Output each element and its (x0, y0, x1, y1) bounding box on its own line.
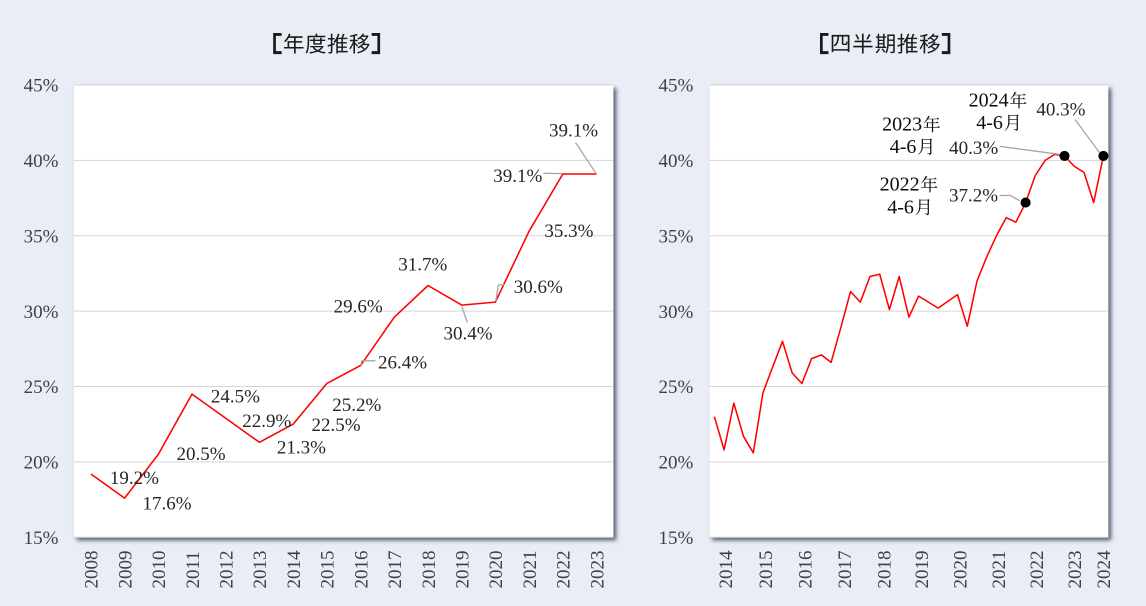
svg-text:2012: 2012 (217, 551, 238, 589)
svg-text:31.7%: 31.7% (398, 254, 447, 275)
svg-text:22.9%: 22.9% (242, 411, 291, 432)
svg-text:35%: 35% (658, 226, 693, 247)
svg-text:30%: 30% (24, 302, 59, 323)
svg-text:40%: 40% (658, 151, 693, 172)
svg-text:25%: 25% (658, 377, 693, 398)
svg-text:30.6%: 30.6% (514, 277, 563, 298)
svg-text:2021: 2021 (520, 551, 541, 589)
svg-text:35%: 35% (24, 226, 59, 247)
svg-text:4-6: 4-6 (976, 112, 1003, 134)
svg-text:19.2%: 19.2% (110, 468, 159, 489)
svg-text:15%: 15% (658, 528, 693, 549)
svg-text:2021: 2021 (989, 551, 1010, 589)
svg-text:2018: 2018 (874, 551, 895, 589)
svg-text:2015: 2015 (318, 551, 339, 589)
svg-text:2020: 2020 (486, 551, 507, 589)
svg-text:45%: 45% (658, 76, 693, 97)
svg-text:2023: 2023 (587, 551, 608, 589)
svg-text:4-6: 4-6 (887, 197, 914, 219)
svg-text:2015: 2015 (756, 551, 777, 589)
svg-text:40%: 40% (24, 151, 59, 172)
svg-text:2020: 2020 (950, 551, 971, 589)
svg-text:2017: 2017 (835, 551, 856, 589)
svg-text:20%: 20% (24, 453, 59, 474)
svg-text:30.4%: 30.4% (443, 324, 492, 345)
svg-text:2008: 2008 (82, 551, 103, 589)
svg-text:2014: 2014 (284, 550, 305, 589)
svg-text:2010: 2010 (149, 551, 170, 589)
svg-text:17.6%: 17.6% (142, 493, 191, 514)
svg-text:22.5%: 22.5% (311, 415, 360, 436)
svg-text:39.1%: 39.1% (549, 120, 598, 141)
svg-text:2009: 2009 (115, 551, 136, 589)
svg-text:24.5%: 24.5% (211, 387, 260, 408)
svg-text:2023: 2023 (1065, 551, 1086, 589)
svg-text:40.3%: 40.3% (1036, 100, 1085, 121)
svg-text:45%: 45% (24, 76, 59, 97)
svg-text:25.2%: 25.2% (332, 395, 381, 416)
svg-text:39.1%: 39.1% (493, 166, 542, 187)
svg-text:2019: 2019 (912, 551, 933, 589)
svg-text:2023: 2023 (882, 114, 922, 136)
svg-text:2024: 2024 (969, 90, 1009, 112)
svg-text:20%: 20% (658, 453, 693, 474)
svg-text:25%: 25% (24, 377, 59, 398)
svg-text:2017: 2017 (385, 551, 406, 589)
svg-text:2013: 2013 (250, 551, 271, 589)
svg-text:15%: 15% (24, 528, 59, 549)
svg-text:2018: 2018 (419, 551, 440, 589)
svg-text:37.2%: 37.2% (949, 186, 998, 207)
svg-text:40.3%: 40.3% (949, 138, 998, 159)
svg-text:26.4%: 26.4% (378, 352, 427, 373)
svg-text:20.5%: 20.5% (176, 444, 225, 465)
svg-text:2019: 2019 (453, 551, 474, 589)
svg-text:4-6: 4-6 (890, 136, 917, 158)
svg-text:2022: 2022 (880, 174, 920, 196)
svg-text:2024: 2024 (1094, 550, 1115, 589)
svg-text:2014: 2014 (716, 550, 737, 589)
svg-text:2022: 2022 (1027, 551, 1048, 589)
svg-text:2022: 2022 (554, 551, 575, 589)
svg-text:2011: 2011 (183, 551, 204, 588)
svg-text:35.3%: 35.3% (544, 221, 593, 242)
svg-text:30%: 30% (658, 302, 693, 323)
svg-text:2016: 2016 (795, 551, 816, 589)
svg-text:21.3%: 21.3% (277, 438, 326, 459)
svg-text:2016: 2016 (351, 551, 372, 589)
svg-text:29.6%: 29.6% (334, 297, 383, 318)
